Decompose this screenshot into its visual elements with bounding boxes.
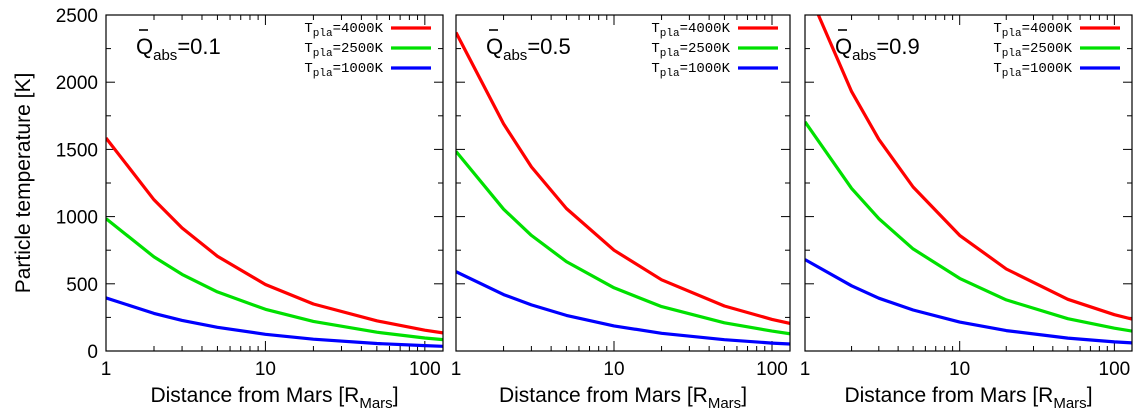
series-line-1 [106,137,443,335]
legend-rest: =4000K [333,21,384,37]
legend-label-1: Tpla=4000K [993,21,1072,40]
legend-rest: =2500K [680,41,731,57]
chart-panel-3: 1 10 100Qabs=0.9Tpla=4000KTpla=2500KTpla=1… [800,14,1133,410]
plot-frame [804,14,1133,352]
x-axis-title: Distance from Mars [RMars] [844,384,1092,410]
annotation-symbol: Q [136,34,153,59]
x-axis-title-close: ] [393,384,399,407]
x-tick-label: 1 [101,359,112,380]
series-line-3 [106,296,443,348]
legend-rest: =1000K [680,61,731,77]
x-tick-label: 100 [409,359,441,380]
y-axis-title: Particle temperature [K] [12,73,35,294]
annotation-symbol: Q [835,34,852,59]
legend-label-3: Tpla=1000K [651,61,730,80]
legend-label-1: Tpla=4000K [651,21,730,40]
x-axis-title-sub: Mars [359,395,392,410]
legend-label-2: Tpla=2500K [651,41,730,60]
legend-label-3: Tpla=1000K [993,61,1072,80]
legend-sub: pla [660,28,680,40]
legend-sub: pla [1002,68,1022,80]
plot-frame [105,14,444,352]
series-line-2 [456,150,790,336]
series-line-2 [106,217,443,342]
y-tick-label: 2500 [56,6,98,27]
legend-rest: =1000K [333,61,384,77]
legend-label-1: Tpla=4000K [304,21,383,40]
annotation-subscript: abs [503,47,527,64]
y-tick-label: 500 [66,275,98,296]
x-axis-title-close: ] [1087,384,1093,407]
annotation-value: =0.1 [177,34,220,59]
x-axis-title: Distance from Mars [RMars] [499,384,747,410]
legend-base: T [304,41,312,57]
y-tick-label: 0 [87,342,98,363]
legend-sub: pla [313,68,333,80]
series-line-1 [816,15,1132,321]
y-tick-label: 1000 [56,208,98,229]
x-axis-title: Distance from Mars [RMars] [150,384,398,410]
x-tick-label: 10 [949,359,970,380]
x-axis-title-sub: Mars [708,395,741,410]
legend-sub: pla [1002,28,1022,40]
legend-label-3: Tpla=1000K [304,61,383,80]
legend-label-2: Tpla=2500K [993,41,1072,60]
legend-sub: pla [313,48,333,60]
legend-sub: pla [660,68,680,80]
legend-rest: =1000K [1022,61,1073,77]
y-tick-label: 1500 [56,140,98,161]
legend-base: T [993,41,1001,57]
y-tick-label: 2000 [56,73,98,94]
series-line-1 [456,31,790,325]
annotation-value: =0.5 [527,34,570,59]
x-axis-title-main: Distance from Mars [R [499,384,708,407]
legend-base: T [651,21,659,37]
x-tick-label: 100 [756,359,788,380]
x-tick-label: 1 [800,359,811,380]
series-line-2 [805,120,1132,333]
q-abs-annotation: Qabs=0.9 [835,34,920,64]
x-axis-title-main: Distance from Mars [R [844,384,1053,407]
annotation-symbol: Q [486,34,503,59]
legend-base: T [993,61,1001,77]
legend-base: T [651,41,659,57]
legend-base: T [651,61,659,77]
legend-base: T [304,21,312,37]
series-line-3 [456,270,790,346]
q-abs-annotation: Qabs=0.5 [486,34,571,64]
legend-rest: =4000K [1022,21,1073,37]
legend-sub: pla [1002,48,1022,60]
plot-frame [455,14,791,352]
x-tick-label: 100 [1099,359,1131,380]
legend-rest: =2500K [1022,41,1073,57]
legend-base: T [993,21,1001,37]
x-tick-label: 10 [255,359,276,380]
annotation-value: =0.9 [876,34,919,59]
legend-sub: pla [660,48,680,60]
x-tick-label: 1 [451,359,462,380]
legend-rest: =4000K [680,21,731,37]
x-axis-title-close: ] [741,384,747,407]
legend-sub: pla [313,28,333,40]
chart-panel-2: 1 10 100Qabs=0.5Tpla=4000KTpla=2500KTpla=1… [451,14,791,410]
x-tick-label: 10 [603,359,624,380]
x-axis-title-sub: Mars [1053,395,1086,410]
legend-base: T [304,61,312,77]
q-abs-annotation: Qabs=0.1 [136,34,221,64]
annotation-subscript: abs [153,47,177,64]
series-line-3 [805,258,1132,345]
x-axis-title-main: Distance from Mars [R [150,384,359,407]
annotation-subscript: abs [852,47,876,64]
legend-label-2: Tpla=2500K [304,41,383,60]
legend-rest: =2500K [333,41,384,57]
